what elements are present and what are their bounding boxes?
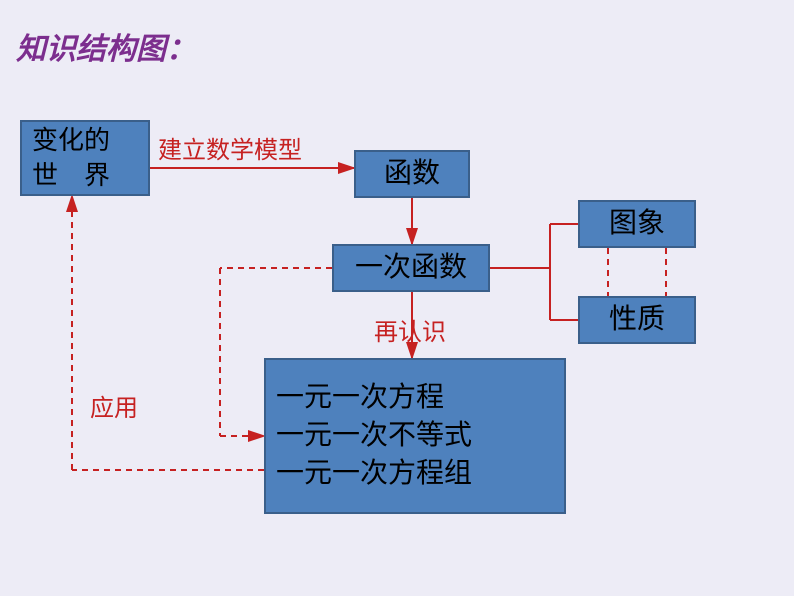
- edge-label-build-model: 建立数学模型: [158, 130, 302, 165]
- node-label: 变化的 世 界: [32, 123, 110, 193]
- node-equations: 一元一次方程 一元一次不等式 一元一次方程组: [264, 358, 566, 514]
- node-label: 函数: [384, 155, 440, 193]
- node-graph: 图象: [578, 200, 696, 248]
- node-label: 图象: [609, 205, 665, 243]
- node-label: 一次函数: [355, 249, 467, 287]
- diagram-canvas: 知识结构图： 变化的 世 界 函数 一次函数 图象 性质 一元一次方程 一元一次…: [0, 0, 794, 596]
- node-label: 一元一次方程 一元一次不等式 一元一次方程组: [276, 379, 472, 492]
- node-function: 函数: [354, 150, 470, 198]
- page-title: 知识结构图：: [16, 24, 196, 68]
- node-label: 性质: [609, 301, 665, 339]
- edge-label-apply: 应用: [90, 388, 138, 423]
- node-property: 性质: [578, 296, 696, 344]
- edge-label-recognize: 再认识: [374, 312, 446, 347]
- node-linear-function: 一次函数: [332, 244, 490, 292]
- node-changing-world: 变化的 世 界: [20, 120, 150, 196]
